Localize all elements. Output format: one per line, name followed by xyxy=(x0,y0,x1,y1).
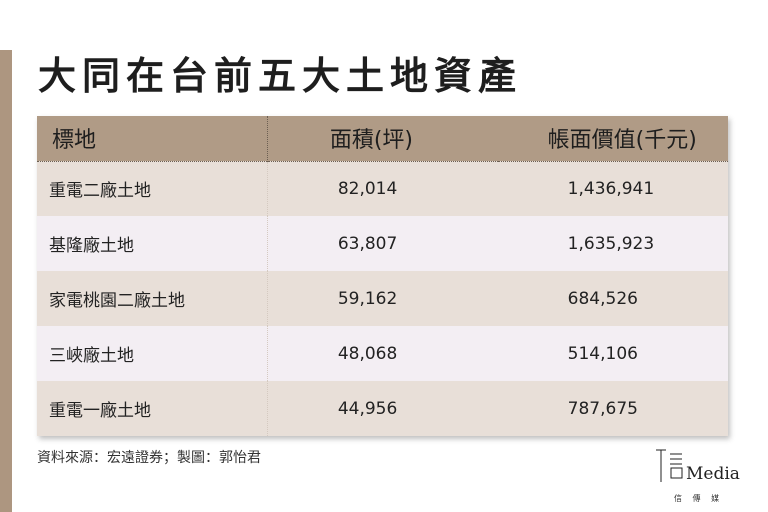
table-row: 基隆廠土地 63,807 1,635,923 xyxy=(37,216,728,271)
cell-area: 44,956 xyxy=(337,398,398,419)
cell-area: 63,807 xyxy=(337,233,398,254)
page-title: 大同在台前五大土地資產 xyxy=(38,54,523,98)
left-accent-bar xyxy=(0,50,12,512)
table-header-row: 標地 面積(坪) 帳面價值(千元) xyxy=(37,116,728,161)
header-area: 面積(坪) xyxy=(329,128,413,154)
cell-book-value: 1,436,941 xyxy=(497,160,728,216)
cell-area: 82,014 xyxy=(267,160,498,216)
cell-book-value: 1,635,923 xyxy=(567,233,655,254)
cell-land: 基隆廠土地 xyxy=(37,216,268,271)
cell-book-value: 514,106 xyxy=(567,343,638,364)
cell-book-value: 684,526 xyxy=(567,288,638,309)
logo-tagline: 信 傳 媒 xyxy=(674,493,723,503)
cell-land: 重電一廠土地 xyxy=(37,381,268,436)
header-book-value: 帳面價值(千元) xyxy=(547,128,697,154)
cell-area: 59,162 xyxy=(337,288,398,309)
land-assets-table: 標地 面積(坪) 帳面價值(千元) 重電二廠土地 82,014 1,436,94… xyxy=(37,116,728,436)
logo-wordmark: Media xyxy=(686,464,740,484)
cell-land: 家電桃園二廠土地 xyxy=(37,271,268,326)
media-logo: Media 信 傳 媒 xyxy=(656,449,740,503)
table-row: 家電桃園二廠土地 59,162 684,526 xyxy=(37,271,728,326)
cell-land: 重電二廠土地 xyxy=(37,160,268,216)
table-row: 重電二廠土地 82,014 1,436,941 xyxy=(37,160,728,216)
cell-area: 48,068 xyxy=(337,343,398,364)
cell-land: 三峽廠土地 xyxy=(37,326,268,381)
table-row: 重電一廠土地 44,956 787,675 xyxy=(37,381,728,436)
source-caption: 資料來源：宏遠證券；製圖：郭怡君 xyxy=(37,450,261,466)
header-land: 標地 xyxy=(37,116,268,161)
cell-book-value: 787,675 xyxy=(567,398,638,419)
table-row: 三峽廠土地 48,068 514,106 xyxy=(37,326,728,381)
